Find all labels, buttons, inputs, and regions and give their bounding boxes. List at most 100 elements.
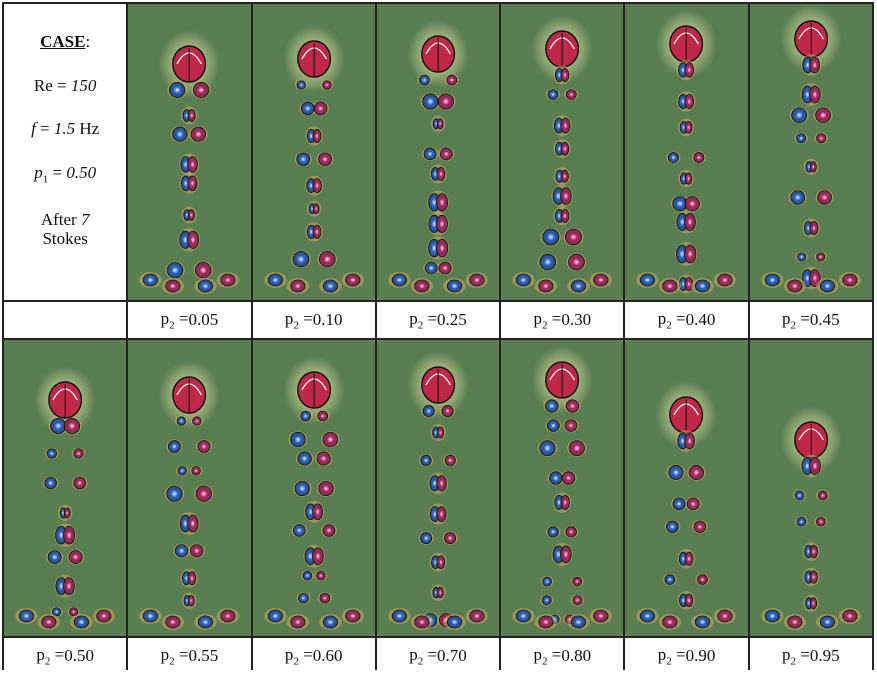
base-vortex	[165, 279, 181, 293]
vortex-positive	[319, 592, 330, 604]
vortex-negative	[294, 480, 310, 497]
vortex-negative	[547, 89, 559, 100]
vortex-negative	[424, 261, 438, 275]
vortex-positive	[312, 129, 321, 143]
base-vortex	[322, 615, 338, 629]
vortex-wake-drawing	[139, 30, 240, 294]
label-value: 0.80	[561, 646, 592, 665]
vortex-positive	[816, 190, 832, 205]
vortex-negative	[668, 465, 684, 480]
vortex-positive	[439, 147, 453, 161]
label-r2-7: p2 = 0.95	[749, 638, 872, 674]
label-r1-5: p2 = 0.40	[625, 302, 748, 338]
vortex-wake-drawing	[636, 10, 737, 294]
vortex-negative	[539, 253, 557, 271]
vortex-positive	[63, 525, 76, 545]
vortex-positive	[808, 85, 821, 104]
vortex-negative	[423, 147, 437, 161]
vortex-negative	[297, 592, 309, 604]
vortex-positive	[63, 418, 81, 434]
strokes-word: Stokes	[42, 229, 88, 249]
p1-symbol: p	[34, 162, 43, 182]
vortex-positive	[808, 457, 821, 475]
vortex-negative	[418, 74, 430, 86]
vortex-positive	[685, 172, 693, 185]
base-vortex	[786, 279, 803, 293]
vortex-positive	[809, 544, 818, 559]
vortex-positive	[572, 595, 583, 606]
label-value: 0.55	[188, 646, 219, 665]
vortex-wake-drawing	[388, 351, 488, 630]
vortex-positive	[435, 238, 448, 258]
vortex-positive	[809, 597, 817, 610]
vortex-positive	[560, 208, 570, 223]
vortex-positive	[318, 250, 336, 268]
vortex-positive	[187, 571, 197, 586]
case-title-text: CASE	[40, 32, 86, 51]
vortex-positive	[436, 118, 444, 130]
vorticity-panel-r2-4	[376, 340, 500, 636]
vortex-negative	[46, 448, 57, 459]
vortex-negative	[167, 262, 184, 279]
base-vortex	[469, 273, 485, 287]
base-vortex	[842, 273, 858, 287]
p1-sub: 1	[42, 173, 49, 186]
vortex-positive	[313, 101, 327, 116]
vortex-positive	[809, 56, 820, 74]
base-vortex	[469, 609, 485, 623]
vortex-positive	[187, 514, 199, 533]
vortex-positive	[560, 169, 569, 183]
vortex-negative	[176, 416, 187, 426]
case-after: After 7 Stokes	[41, 210, 90, 249]
vortex-positive	[68, 550, 83, 564]
label-r2-3: p2 = 0.60	[252, 638, 375, 674]
vortex-positive	[436, 193, 448, 212]
f-eq: =	[35, 119, 54, 139]
vorticity-panel-r2-1	[4, 340, 127, 636]
case-p1: p1 = 0.50	[34, 163, 96, 186]
label-value: 0.30	[561, 310, 592, 329]
base-vortex	[289, 615, 305, 629]
vortex-negative	[302, 571, 312, 581]
base-vortex	[516, 273, 532, 287]
base-vortex	[717, 609, 733, 623]
base-vortex	[143, 609, 159, 623]
vortex-negative	[172, 126, 188, 142]
label-r2-6: p2 = 0.90	[625, 638, 748, 674]
vorticity-panel-r1-4	[501, 4, 624, 300]
vortex-negative	[422, 93, 439, 110]
vortex-positive	[63, 577, 75, 596]
base-vortex	[571, 279, 587, 293]
vortex-positive	[187, 156, 199, 173]
base-vortex	[819, 279, 835, 293]
vortex-negative	[539, 440, 556, 457]
vortex-positive	[684, 62, 695, 78]
vortex-negative	[177, 466, 188, 476]
base-vortex	[819, 615, 835, 629]
p1-eq: =	[48, 162, 67, 182]
label-r1-2: p2 = 0.10	[252, 302, 375, 338]
vortex-positive	[560, 545, 572, 564]
base-vortex	[516, 609, 532, 623]
label-value: 0.70	[437, 646, 467, 665]
base-vortex	[220, 609, 236, 623]
vortex-positive	[561, 471, 576, 485]
vorticity-panel-r1-3	[376, 4, 500, 300]
vortex-positive	[565, 526, 577, 538]
vortex-positive	[63, 507, 71, 519]
vortex-positive	[315, 571, 326, 581]
vortex-negative	[289, 431, 306, 448]
base-vortex	[571, 615, 587, 629]
vortex-positive	[192, 416, 202, 426]
vorticity-panel-r2-3	[252, 340, 375, 636]
label-r2-1: p2 = 0.50	[4, 638, 127, 674]
vortex-positive	[436, 426, 444, 439]
vortex-positive	[560, 141, 570, 156]
base-vortex	[96, 609, 112, 623]
vortex-positive	[187, 230, 200, 249]
vortex-positive	[195, 262, 212, 279]
re-label: Re =	[33, 75, 71, 95]
base-vortex	[662, 615, 678, 629]
label-r1-3: p2 = 0.25	[376, 302, 500, 338]
